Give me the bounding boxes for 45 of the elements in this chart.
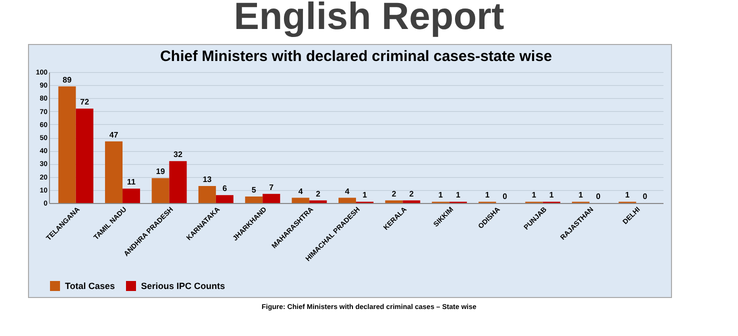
data-label: 1: [578, 190, 584, 200]
chart-subtitle: Chief Ministers with declared criminal cases-state wise: [160, 48, 552, 65]
bar: [169, 161, 187, 203]
bar: [58, 86, 76, 203]
data-label: 5: [252, 185, 257, 194]
bar: [216, 195, 234, 203]
data-label: 0: [596, 192, 601, 201]
data-label: 4: [345, 186, 350, 196]
data-label: 47: [109, 130, 119, 140]
bar: [105, 141, 123, 203]
bar: [245, 196, 263, 203]
bar: [152, 178, 170, 203]
data-label: 72: [80, 98, 90, 107]
data-label: 1: [532, 190, 537, 200]
data-label: 1: [362, 190, 368, 200]
data-label: 2: [409, 189, 414, 198]
data-label: 0: [642, 192, 648, 201]
bar: [385, 200, 403, 203]
bar: [309, 200, 327, 203]
data-label: 1: [625, 190, 630, 200]
data-label: 6: [222, 184, 228, 194]
data-label: 32: [174, 150, 183, 160]
data-label: 2: [392, 189, 397, 198]
chart-title: English Report: [232, 0, 506, 39]
data-label: 0: [502, 192, 508, 201]
bar: [76, 108, 94, 203]
data-label: 7: [269, 182, 274, 192]
legend-label: Total Cases: [65, 281, 115, 291]
bar: [338, 198, 356, 203]
data-label: 1: [485, 190, 490, 200]
data-label: 1: [456, 190, 461, 200]
data-label: 19: [156, 167, 166, 176]
data-label: 4: [298, 186, 304, 196]
data-label: 89: [62, 75, 72, 84]
data-label: 1: [438, 190, 444, 200]
data-label: 13: [202, 174, 212, 184]
data-label: 2: [316, 189, 321, 198]
bar: [402, 200, 420, 203]
bar: [262, 194, 280, 203]
data-label: 1: [549, 190, 554, 200]
bar: [292, 198, 310, 203]
legend-label: Serious IPC Counts: [141, 281, 226, 291]
bar: [122, 188, 140, 203]
data-label: 11: [127, 178, 136, 187]
bar: [198, 186, 216, 203]
